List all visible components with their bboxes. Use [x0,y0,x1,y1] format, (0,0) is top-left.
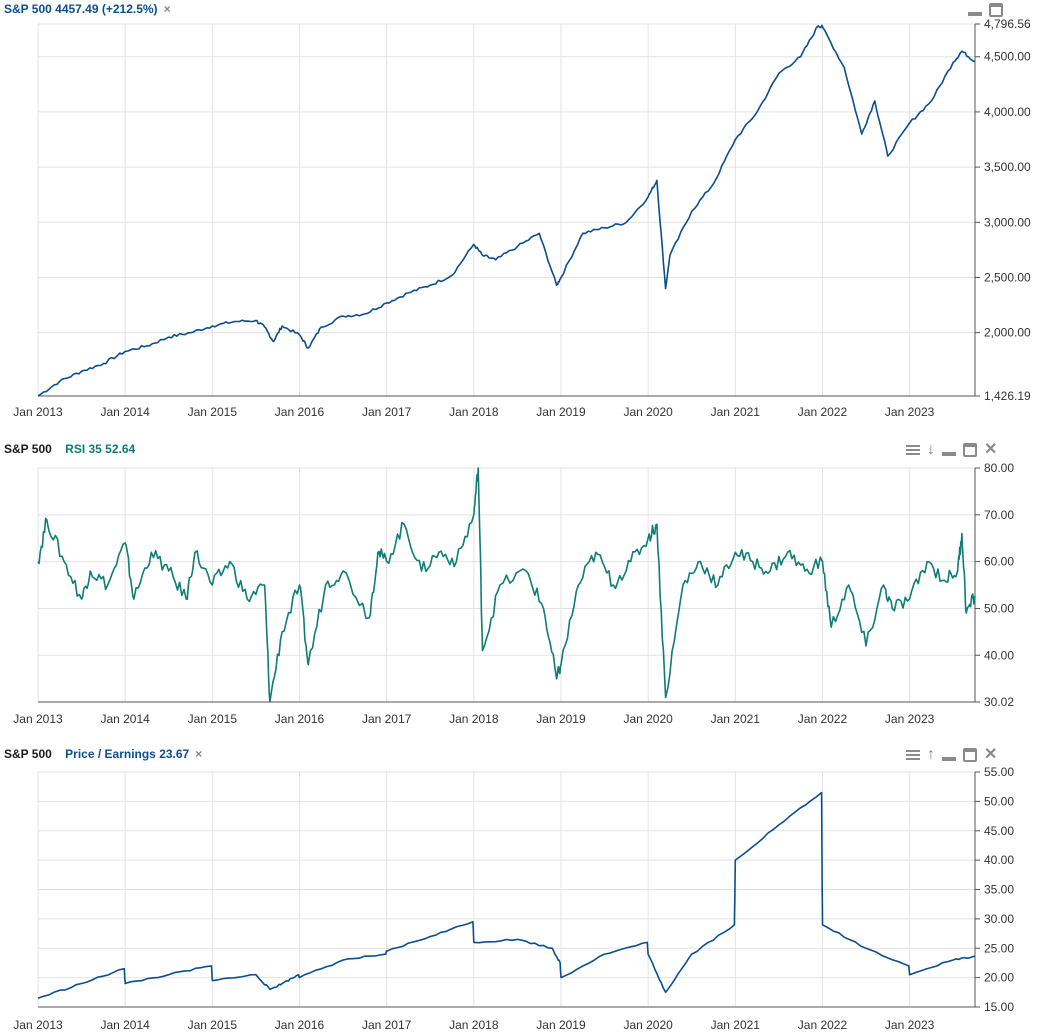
x-tick-label: Jan 2021 [711,1018,761,1032]
y-tick-label: 4,796.56 [984,17,1031,31]
x-tick-label: Jan 2020 [623,712,673,726]
price-panel-header: S&P 500 4457.49 (+212.5%) × [0,0,1044,20]
x-tick-label: Jan 2018 [449,1018,499,1032]
arrow-up-icon[interactable]: ↑ [927,746,935,763]
series-line [37,24,976,397]
x-tick-label: Jan 2022 [798,712,848,726]
x-tick-label: Jan 2016 [275,712,325,726]
y-tick-label: 35.00 [984,883,1014,897]
pe-controls: ↑ ✕ [906,745,997,765]
plot-area [37,23,976,397]
rsi-title: RSI 35 52.64 [65,442,136,456]
x-tick-label: Jan 2017 [362,1018,412,1032]
y-tick-label: 50.00 [984,601,1014,615]
rsi-controls: ↓ ✕ [906,440,997,460]
maximize-icon[interactable] [963,748,977,762]
price-title: S&P 500 4457.49 (+212.5%) [4,2,158,16]
close-icon[interactable]: × [195,747,203,761]
y-tick-label: 3,000.00 [984,215,1031,229]
close-icon[interactable]: ✕ [984,441,998,458]
x-tick-label: Jan 2015 [188,405,238,419]
y-tick-label: 3,500.00 [984,160,1031,174]
y-tick-label: 25.00 [984,941,1014,955]
y-tick-label: 45.00 [984,824,1014,838]
x-tick-label: Jan 2013 [13,712,63,726]
y-tick-label: 40.00 [984,853,1014,867]
x-tick-label: Jan 2022 [798,405,848,419]
rsi-chart: Jan 2013 Jan 2014 Jan 2015 Jan 2016 Jan 2017… [13,461,1014,726]
x-tick-label: Jan 2021 [711,405,761,419]
maximize-icon[interactable] [963,443,977,457]
y-tick-label: 50.00 [984,794,1014,808]
x-tick-label: Jan 2018 [449,712,499,726]
pe-panel: S&P 500 Price / Earnings 23.67 × ↑ ✕ Jan … [0,745,1044,1034]
y-tick-label: 60.00 [984,555,1014,569]
x-tick-label: Jan 2013 [13,405,63,419]
y-tick-label: 30.00 [984,912,1014,926]
y-tick-label: 1,426.19 [984,389,1031,403]
x-tick-label: Jan 2014 [100,712,150,726]
x-tick-label: Jan 2023 [885,405,935,419]
x-tick-label: Jan 2022 [798,1018,848,1032]
x-tick-label: Jan 2015 [188,712,238,726]
x-tick-label: Jan 2021 [711,712,761,726]
pe-panel-header: S&P 500 Price / Earnings 23.67 × ↑ ✕ [0,745,1044,765]
y-tick-label: 40.00 [984,648,1014,662]
x-tick-label: Jan 2013 [13,1018,63,1032]
y-tick-label: 30.02 [984,695,1014,709]
rsi-panel: S&P 500 RSI 35 52.64 ↓ ✕ Jan 2013 Jan 201… [0,440,1044,730]
x-tick-label: Jan 2023 [885,712,935,726]
rsi-symbol: S&P 500 [4,442,52,456]
x-tick-label: Jan 2016 [275,1018,325,1032]
x-tick-label: Jan 2018 [449,405,499,419]
menu-icon[interactable] [906,445,920,455]
y-tick-label: 2,000.00 [984,326,1031,340]
price-panel: S&P 500 4457.49 (+212.5%) × Jan 2013 Jan 2… [0,0,1044,420]
arrow-down-icon[interactable]: ↓ [927,441,935,458]
series-line [37,791,976,999]
plot-area [37,467,976,703]
x-tick-label: Jan 2020 [623,405,673,419]
minimize-icon[interactable] [968,12,982,16]
y-tick-label: 80.00 [984,461,1014,475]
close-icon[interactable]: ✕ [984,746,998,763]
pe-symbol: S&P 500 [4,747,52,761]
y-tick-label: 4,000.00 [984,105,1031,119]
y-tick-label: 2,500.00 [984,270,1031,284]
x-tick-label: Jan 2015 [188,1018,238,1032]
maximize-icon[interactable] [989,3,1003,17]
x-tick-label: Jan 2023 [885,1018,935,1032]
rsi-panel-header: S&P 500 RSI 35 52.64 ↓ ✕ [0,440,1044,460]
x-tick-label: Jan 2017 [362,405,412,419]
x-tick-label: Jan 2014 [100,405,150,419]
x-tick-label: Jan 2019 [536,712,586,726]
menu-icon[interactable] [906,750,920,760]
pe-chart: Jan 2013 Jan 2014 Jan 2015 Jan 2016 Jan 2017… [13,765,1014,1032]
y-tick-label: 70.00 [984,508,1014,522]
y-tick-label: 20.00 [984,971,1014,985]
x-tick-label: Jan 2019 [536,1018,586,1032]
close-icon[interactable]: × [163,2,171,16]
minimize-icon[interactable] [942,757,956,761]
x-tick-label: Jan 2019 [536,405,586,419]
y-tick-label: 4,500.00 [984,50,1031,64]
x-tick-label: Jan 2017 [362,712,412,726]
x-tick-label: Jan 2020 [623,1018,673,1032]
y-tick-label: 15.00 [984,1000,1014,1014]
x-tick-label: Jan 2016 [275,405,325,419]
series-line [37,467,976,703]
minimize-icon[interactable] [942,452,956,456]
x-tick-label: Jan 2014 [100,1018,150,1032]
price-chart: Jan 2013 Jan 2014 Jan 2015 Jan 2016 Jan 2017… [13,17,1031,419]
y-tick-label: 55.00 [984,765,1014,779]
price-controls [968,0,1003,20]
pe-title: Price / Earnings 23.67 [65,747,190,761]
